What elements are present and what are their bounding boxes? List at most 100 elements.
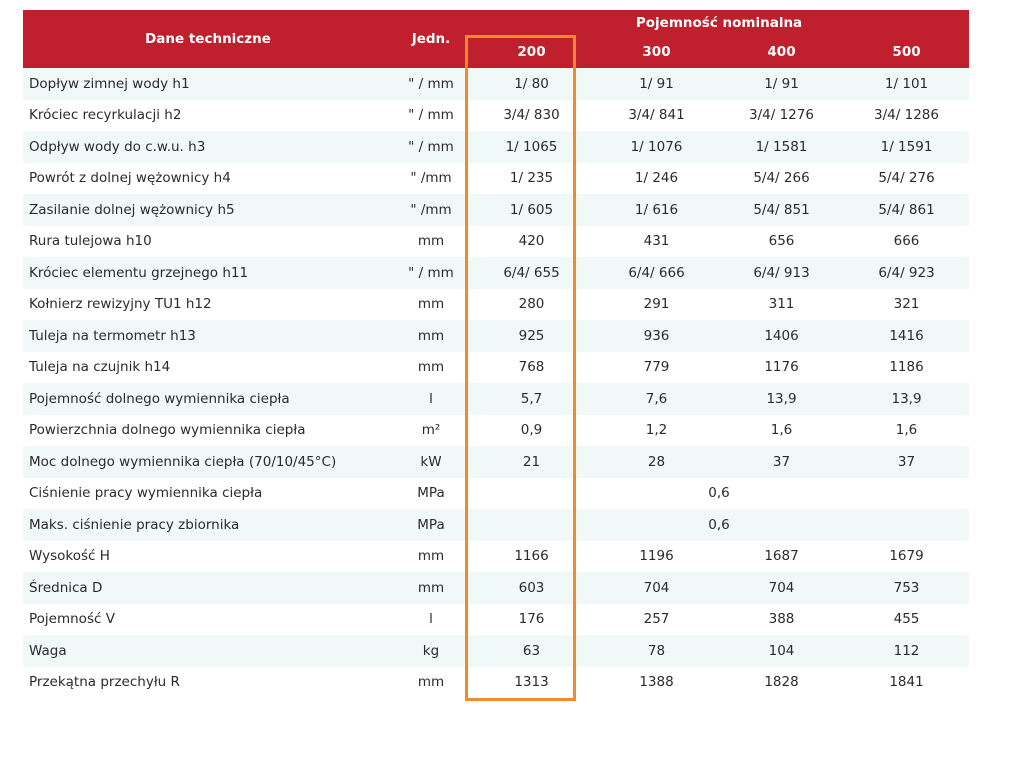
row-parameter-name: Moc dolnego wymiennika ciepła (70/10/45°… — [23, 446, 393, 478]
header-capacity-200: 200 — [469, 35, 594, 68]
spec-table-container: Dane techniczne Jedn. Pojemność nominaln… — [23, 10, 970, 701]
row-value-200: 0,9 — [469, 414, 594, 446]
table-row: Rura tulejowa h10 mm 420 431 656 666 — [23, 225, 970, 257]
row-value-500: 455 — [844, 603, 970, 635]
row-value-400: 1406 — [719, 320, 844, 352]
table-row: Króciec recyrkulacji h2 " / mm 3/4/ 830 3/4… — [23, 99, 970, 131]
row-unit: " / mm — [393, 131, 469, 163]
row-value-500: 1841 — [844, 666, 970, 698]
table-row: Ciśnienie pracy wymiennika ciepła MPa 0,6 — [23, 477, 970, 509]
header-nominal-capacity: Pojemność nominalna — [469, 10, 970, 35]
row-value-200: 1313 — [469, 666, 594, 698]
row-value-400: 1/ 1581 — [719, 131, 844, 163]
row-value-200: 6/4/ 655 — [469, 257, 594, 289]
row-value-300: 936 — [594, 320, 719, 352]
row-value-500: 1/ 1591 — [844, 131, 970, 163]
header-unit: Jedn. — [393, 10, 469, 68]
row-value-200: 1/ 235 — [469, 162, 594, 194]
row-value-500: 1679 — [844, 540, 970, 572]
row-parameter-name: Ciśnienie pracy wymiennika ciepła — [23, 477, 393, 509]
row-parameter-name: Pojemność dolnego wymiennika ciepła — [23, 383, 393, 415]
row-value-400: 1/ 91 — [719, 68, 844, 100]
table-row: Zasilanie dolnej wężownicy h5 " /mm 1/ 605… — [23, 194, 970, 226]
row-unit: " / mm — [393, 68, 469, 100]
row-value-500: 13,9 — [844, 383, 970, 415]
table-body: Dopływ zimnej wody h1 " / mm 1/ 80 1/ 91 1/ … — [23, 68, 970, 698]
row-parameter-name: Tuleja na czujnik h14 — [23, 351, 393, 383]
row-value-200: 925 — [469, 320, 594, 352]
row-value-500: 37 — [844, 446, 970, 478]
row-parameter-name: Tuleja na termometr h13 — [23, 320, 393, 352]
row-value-all-capacities: 0,6 — [469, 477, 970, 509]
row-value-500: 1416 — [844, 320, 970, 352]
row-unit: m² — [393, 414, 469, 446]
row-value-200: 176 — [469, 603, 594, 635]
row-parameter-name: Króciec recyrkulacji h2 — [23, 99, 393, 131]
row-parameter-name: Powierzchnia dolnego wymiennika ciepła — [23, 414, 393, 446]
row-unit: " / mm — [393, 257, 469, 289]
row-value-300: 3/4/ 841 — [594, 99, 719, 131]
row-unit: MPa — [393, 509, 469, 541]
row-unit: mm — [393, 288, 469, 320]
row-value-300: 78 — [594, 635, 719, 667]
row-parameter-name: Średnica D — [23, 572, 393, 604]
technical-data-table: Dane techniczne Jedn. Pojemność nominaln… — [23, 10, 970, 698]
table-row: Pojemność dolnego wymiennika ciepła l 5,7 7… — [23, 383, 970, 415]
row-value-300: 7,6 — [594, 383, 719, 415]
table-row: Powrót z dolnej wężownicy h4 " /mm 1/ 235 1… — [23, 162, 970, 194]
row-value-300: 1/ 246 — [594, 162, 719, 194]
row-value-300: 6/4/ 666 — [594, 257, 719, 289]
row-value-400: 3/4/ 1276 — [719, 99, 844, 131]
row-value-400: 656 — [719, 225, 844, 257]
row-parameter-name: Odpływ wody do c.w.u. h3 — [23, 131, 393, 163]
row-unit: mm — [393, 666, 469, 698]
table-row: Tuleja na czujnik h14 mm 768 779 1176 1186 — [23, 351, 970, 383]
table-row: Waga kg 63 78 104 112 — [23, 635, 970, 667]
row-value-500: 321 — [844, 288, 970, 320]
row-value-300: 431 — [594, 225, 719, 257]
row-unit: mm — [393, 351, 469, 383]
header-technical-data: Dane techniczne — [23, 10, 393, 68]
table-row: Powierzchnia dolnego wymiennika ciepła m²… — [23, 414, 970, 446]
row-parameter-name: Kołnierz rewizyjny TU1 h12 — [23, 288, 393, 320]
row-value-500: 5/4/ 276 — [844, 162, 970, 194]
row-unit: " /mm — [393, 194, 469, 226]
row-unit: mm — [393, 225, 469, 257]
row-value-300: 1/ 91 — [594, 68, 719, 100]
row-value-400: 1687 — [719, 540, 844, 572]
row-value-500: 1/ 101 — [844, 68, 970, 100]
row-value-all-capacities: 0,6 — [469, 509, 970, 541]
row-unit: l — [393, 603, 469, 635]
row-parameter-name: Przekątna przechyłu R — [23, 666, 393, 698]
table-row: Kołnierz rewizyjny TU1 h12 mm 280 291 311 321 — [23, 288, 970, 320]
row-unit: mm — [393, 572, 469, 604]
row-value-300: 1388 — [594, 666, 719, 698]
row-value-300: 1/ 616 — [594, 194, 719, 226]
row-unit: kg — [393, 635, 469, 667]
row-value-200: 1166 — [469, 540, 594, 572]
row-value-300: 704 — [594, 572, 719, 604]
row-value-200: 21 — [469, 446, 594, 478]
row-parameter-name: Powrót z dolnej wężownicy h4 — [23, 162, 393, 194]
row-unit: MPa — [393, 477, 469, 509]
row-value-500: 753 — [844, 572, 970, 604]
row-value-400: 1176 — [719, 351, 844, 383]
table-row: Maks. ciśnienie pracy zbiornika MPa 0,6 — [23, 509, 970, 541]
row-value-500: 1186 — [844, 351, 970, 383]
row-value-400: 5/4/ 266 — [719, 162, 844, 194]
row-parameter-name: Maks. ciśnienie pracy zbiornika — [23, 509, 393, 541]
table-row: Odpływ wody do c.w.u. h3 " / mm 1/ 1065 1/ … — [23, 131, 970, 163]
row-value-200: 3/4/ 830 — [469, 99, 594, 131]
row-value-500: 112 — [844, 635, 970, 667]
row-unit: l — [393, 383, 469, 415]
table-row: Tuleja na termometr h13 mm 925 936 1406 1416 — [23, 320, 970, 352]
row-unit: " / mm — [393, 99, 469, 131]
row-value-200: 63 — [469, 635, 594, 667]
row-value-400: 1828 — [719, 666, 844, 698]
row-value-200: 768 — [469, 351, 594, 383]
row-value-500: 5/4/ 861 — [844, 194, 970, 226]
row-value-400: 1,6 — [719, 414, 844, 446]
